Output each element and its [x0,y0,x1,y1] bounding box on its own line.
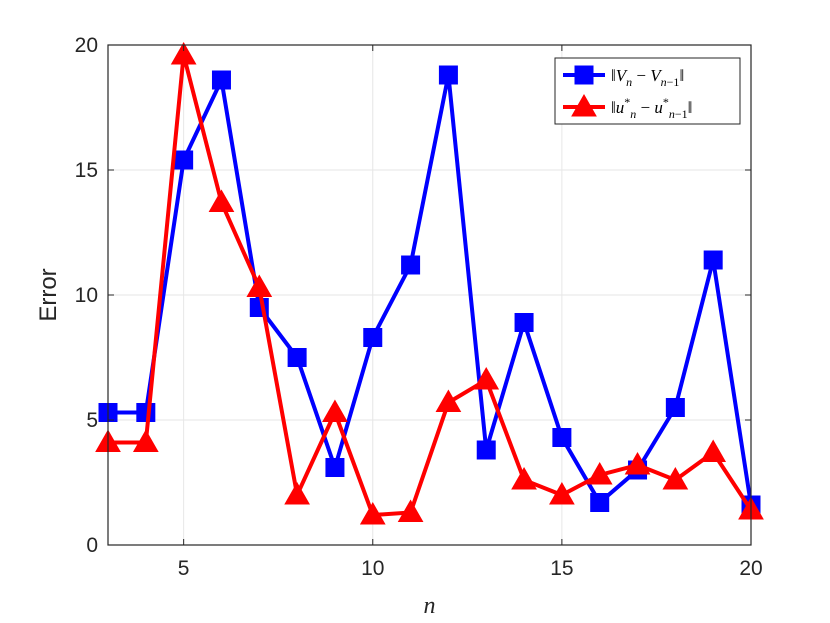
data-point-triangle [397,499,424,522]
series-square [98,65,761,515]
data-point-triangle [208,189,235,212]
legend-label: ‖u*n − u*n−1‖ [611,95,692,121]
data-point-triangle [511,466,537,490]
x-tick-label: 5 [178,557,190,580]
data-point-triangle [473,366,500,390]
data-point-triangle [246,274,273,297]
data-point-square [325,458,345,477]
y-axis-label: Error [35,268,62,321]
x-tick-label: 15 [550,557,573,580]
data-point-triangle [700,439,727,462]
series-layer [95,41,764,525]
y-tick-label: 0 [86,534,98,557]
x-tick-label: 20 [739,557,762,580]
data-point-square [476,440,496,460]
data-point-square [590,493,610,512]
x-axis-label: n [424,593,436,619]
x-tick-label: 10 [361,557,384,580]
data-point-square [552,428,572,447]
data-point-triangle [662,466,689,490]
data-point-triangle [435,389,462,412]
data-point-square [703,250,723,270]
data-point-triangle [586,461,613,485]
data-point-square [174,150,194,170]
y-tick-label: 10 [75,284,98,307]
legend-label: ‖Vn − Vn−1‖ [611,66,684,89]
data-point-triangle [624,451,651,475]
data-point-square [363,328,383,347]
data-point-triangle [322,399,348,422]
data-point-triangle [170,41,197,65]
data-point-triangle [549,481,575,505]
data-point-square [665,398,685,417]
y-tick-label: 5 [86,409,98,432]
legend-marker-square [574,65,594,85]
data-point-square [514,313,534,332]
data-point-square [438,65,458,85]
data-point-triangle [132,429,159,452]
data-point-square [287,348,307,367]
y-tick-label: 15 [75,159,98,182]
data-point-triangle [284,481,310,505]
series-line [108,73,753,506]
y-tick-label: 20 [75,34,98,57]
data-point-square [401,255,421,275]
plot-frame [107,44,752,546]
data-point-square [211,70,231,90]
data-point-triangle [359,501,386,525]
legend-marker-triangle [571,93,597,117]
data-point-square [136,403,156,422]
legend: ‖Vn − Vn−1‖ ‖u*n − u*n−1‖ [554,57,741,125]
